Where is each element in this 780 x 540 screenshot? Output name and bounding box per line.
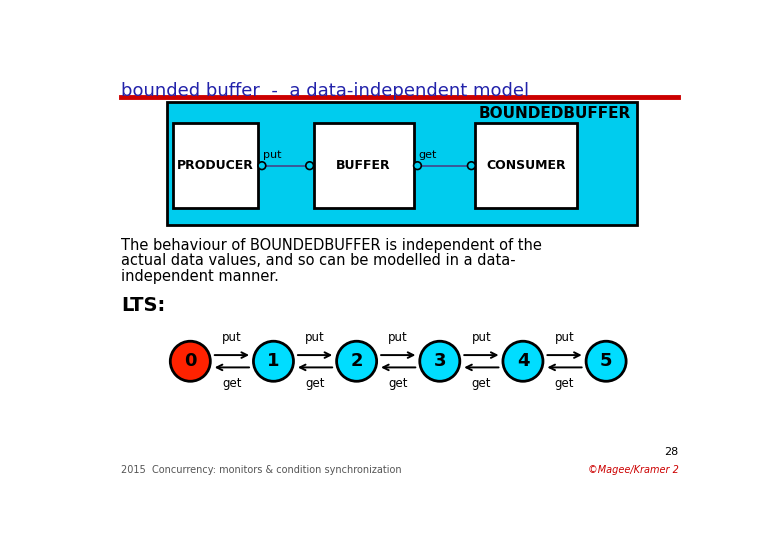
Circle shape — [254, 341, 293, 381]
Text: get: get — [418, 150, 437, 159]
Circle shape — [586, 341, 626, 381]
Circle shape — [258, 162, 266, 170]
Text: put: put — [222, 332, 242, 345]
Circle shape — [413, 162, 421, 170]
Text: actual data values, and so can be modelled in a data-: actual data values, and so can be modell… — [121, 253, 516, 268]
Circle shape — [170, 341, 211, 381]
Text: put: put — [555, 332, 574, 345]
Text: independent manner.: independent manner. — [121, 269, 279, 284]
Circle shape — [467, 162, 475, 170]
Bar — [475, 123, 577, 208]
Text: get: get — [305, 377, 324, 390]
Text: The behaviour of BOUNDEDBUFFER is independent of the: The behaviour of BOUNDEDBUFFER is indepe… — [121, 238, 542, 253]
Text: put: put — [305, 332, 325, 345]
Text: 0: 0 — [184, 352, 197, 370]
Text: get: get — [555, 377, 574, 390]
Text: 3: 3 — [434, 352, 446, 370]
Text: 4: 4 — [516, 352, 529, 370]
Text: CONSUMER: CONSUMER — [486, 159, 566, 172]
Text: 5: 5 — [600, 352, 612, 370]
Text: BOUNDEDBUFFER: BOUNDEDBUFFER — [478, 106, 631, 122]
Text: put: put — [471, 332, 491, 345]
Circle shape — [503, 341, 543, 381]
Text: ©Magee/Kramer 2: ©Magee/Kramer 2 — [587, 465, 679, 475]
Text: BUFFER: BUFFER — [336, 159, 391, 172]
Text: 1: 1 — [268, 352, 280, 370]
Text: get: get — [388, 377, 408, 390]
Bar — [167, 102, 637, 225]
Bar — [173, 123, 258, 208]
Text: PRODUCER: PRODUCER — [177, 159, 254, 172]
Text: get: get — [222, 377, 242, 390]
Text: 2: 2 — [350, 352, 363, 370]
Text: 2015  Concurrency: monitors & condition synchronization: 2015 Concurrency: monitors & condition s… — [121, 465, 402, 475]
Text: put: put — [263, 150, 281, 159]
Circle shape — [306, 162, 314, 170]
Bar — [314, 123, 413, 208]
Circle shape — [420, 341, 459, 381]
Text: LTS:: LTS: — [121, 296, 165, 315]
Text: 28: 28 — [665, 447, 679, 457]
Text: put: put — [388, 332, 408, 345]
Text: bounded buffer  -  a data-independent model: bounded buffer - a data-independent mode… — [121, 82, 529, 100]
Circle shape — [337, 341, 377, 381]
Text: get: get — [472, 377, 491, 390]
